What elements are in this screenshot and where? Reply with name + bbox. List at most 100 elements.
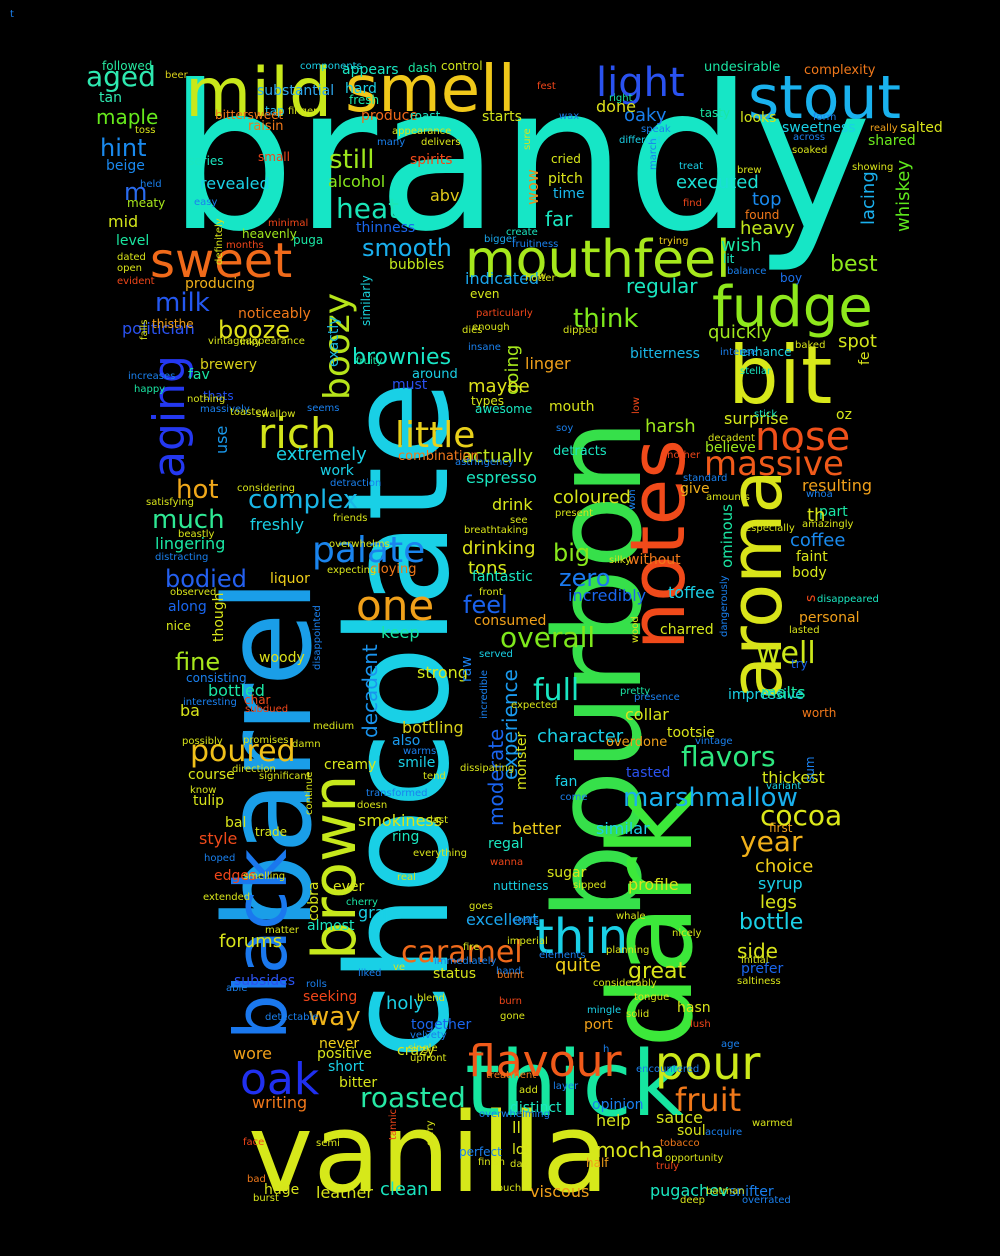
word-oak: oak	[240, 1054, 320, 1105]
word-fruitiness: fruitiness	[512, 239, 559, 250]
word-transformed: transformed	[366, 788, 428, 799]
word-overrated: overrated	[742, 1195, 791, 1206]
word-direction: direction	[232, 764, 276, 775]
word-better: better	[512, 819, 561, 838]
word-appears: appears	[342, 62, 399, 78]
word-amazingly: amazingly	[802, 519, 854, 530]
word-actually: actually	[462, 446, 534, 467]
word-balance: balance	[727, 266, 767, 277]
word-woody: woody	[259, 650, 305, 666]
word-cocoa: cocoa	[760, 799, 843, 832]
word-hand: hand	[496, 966, 522, 977]
word-zero: zero	[559, 564, 611, 592]
word-immediately: immediately	[434, 956, 497, 967]
word-maple: maple	[96, 105, 159, 129]
word-bigger: bigger	[484, 234, 517, 245]
word-warmed: warmed	[752, 1118, 793, 1129]
word-thick: thick	[465, 1032, 684, 1137]
word-coloured: coloured	[553, 487, 631, 508]
word-cloying: cloying	[370, 562, 417, 577]
word-burnt: burnt	[497, 970, 524, 981]
word-small: small	[258, 150, 290, 164]
word-found: found	[745, 208, 780, 222]
word-easy: easy	[194, 197, 218, 208]
word-touch: touch	[493, 1183, 522, 1194]
word-mouthfeel: mouthfeel	[465, 230, 731, 290]
word-swallow: swallow	[256, 409, 296, 420]
word-snifter: snifter	[729, 1184, 774, 1200]
word-charred: charred	[660, 622, 714, 638]
word-linger: linger	[525, 354, 571, 373]
word-held: held	[140, 179, 162, 190]
word-detectable: detectable	[265, 1012, 319, 1023]
word-thisthe: thisthe	[152, 317, 194, 331]
word-far: far	[545, 207, 573, 231]
word-nothing: nothing	[187, 394, 226, 405]
word-side: side	[737, 939, 778, 963]
word-time: time	[553, 186, 585, 202]
word-presence: presence	[634, 692, 680, 703]
word-truly: truly	[656, 1161, 680, 1172]
word-opinion: opinion	[592, 1097, 644, 1113]
word-subdued: subdued	[245, 704, 289, 715]
word-decadent: decadent	[708, 433, 755, 444]
word-cobra: cobra	[306, 881, 322, 921]
word-wanna: wanna	[490, 857, 524, 868]
word-consumed: consumed	[474, 613, 547, 629]
word-done: done	[596, 97, 636, 116]
word-bit: bit	[728, 329, 833, 422]
word-real: real	[397, 872, 416, 883]
word-control: control	[441, 59, 483, 73]
word-expected: expected	[511, 700, 558, 711]
word-harsh: harsh	[645, 416, 696, 437]
word-bodied: bodied	[165, 565, 247, 593]
word-indicated: indicated	[465, 269, 540, 288]
word-incredible: incredible	[479, 669, 490, 719]
word-tootsie: tootsie	[667, 725, 715, 741]
word-know: know	[190, 785, 217, 796]
word-around: around	[412, 367, 458, 382]
word-hotter: hotter	[525, 273, 556, 284]
word-overall: overall	[500, 621, 596, 654]
word-particularly: particularly	[476, 308, 533, 319]
word-thats: thats	[203, 389, 234, 403]
word-spot: spot	[838, 331, 877, 352]
word-soy: soy	[556, 423, 574, 434]
word-variant: variant	[766, 781, 802, 792]
word-distinct: distinct	[510, 1100, 562, 1116]
word-fruity: fruity	[356, 356, 383, 367]
word-pour: pour	[655, 1036, 761, 1090]
word-considerably: considerably	[593, 978, 657, 989]
word-dated: dated	[117, 252, 146, 263]
word-sugar: sugar	[547, 865, 587, 881]
word-falls: falls	[139, 319, 150, 340]
word-oaky: oaky	[624, 105, 667, 126]
word-combination: combination	[398, 449, 479, 464]
word-help: help	[596, 1111, 631, 1130]
word-create: create	[506, 227, 538, 238]
word-meaty: meaty	[127, 196, 166, 210]
word-lush: lush	[690, 1019, 711, 1030]
word-believe: believe	[705, 440, 756, 456]
word-nicely: nicely	[672, 928, 702, 939]
word-moderate: moderate	[484, 728, 508, 826]
word-thinness: thinness	[356, 220, 416, 236]
word-toffee: toffee	[668, 583, 715, 602]
word-smelling: smelling	[243, 871, 286, 882]
word-cried: cried	[551, 152, 581, 166]
word-march: march	[648, 138, 659, 170]
word-roasted: roasted	[360, 1081, 466, 1114]
word-executed: executed	[676, 172, 759, 193]
word-status: status	[433, 966, 477, 982]
word-fine: fine	[175, 648, 221, 676]
word-velvety: velvety	[410, 1030, 447, 1041]
word-significant: significant	[259, 771, 311, 782]
word-components: components	[300, 61, 362, 72]
word-hint: hint	[100, 134, 147, 162]
word-showing: showing	[852, 162, 894, 173]
word-body: body	[792, 565, 827, 581]
word-surprise: surprise	[724, 409, 789, 428]
word-wore: wore	[233, 1044, 272, 1063]
word-saltiness: saltiness	[737, 976, 781, 987]
word-delivers: delivers	[421, 137, 461, 148]
